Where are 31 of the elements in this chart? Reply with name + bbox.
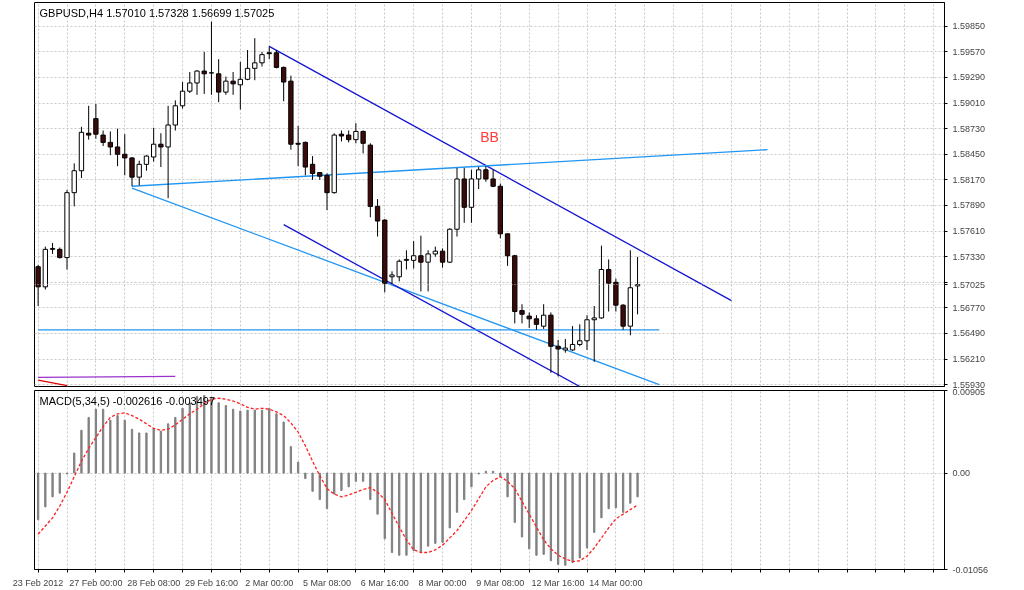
- y-tick-label: 1.56770: [952, 302, 986, 313]
- y-tick-label: 0.00: [952, 468, 971, 479]
- x-tick-label: 8 Mar 00:00: [418, 577, 467, 588]
- y-tick-label: 1.59010: [952, 98, 986, 109]
- y-tick-label: 1.56490: [952, 328, 986, 339]
- x-tick-label: 28 Feb 08:00: [127, 577, 181, 588]
- x-tick-label: 14 Mar 00:00: [589, 577, 643, 588]
- y-tick-label: 1.59850: [952, 21, 986, 32]
- chart-title: MACD(5,34,5) -0.002616 -0.003497: [39, 394, 215, 407]
- x-tick-label: 29 Feb 16:00: [184, 577, 238, 588]
- ref-line-label: 1.57025: [952, 279, 986, 290]
- y-tick-label: 1.59570: [952, 46, 986, 57]
- annotation: BB: [480, 128, 499, 145]
- x-tick-label: 5 Mar 08:00: [302, 577, 352, 588]
- chart-title: GBPUSD,H4 1.57010 1.57328 1.56699 1.57025: [39, 6, 275, 19]
- y-tick-label: 1.57610: [952, 226, 986, 237]
- x-tick-label: 9 Mar 08:00: [476, 577, 525, 588]
- y-tick-label: 1.57330: [952, 251, 986, 262]
- y-tick-label: 1.58170: [952, 174, 986, 185]
- y-tick-label: 1.56210: [952, 354, 986, 365]
- y-tick-label: 1.57890: [952, 200, 986, 211]
- y-tick-label: 1.58450: [952, 149, 986, 160]
- y-tick-label: 1.59290: [952, 72, 986, 83]
- y-tick-label: 1.55930: [952, 379, 986, 390]
- x-tick-label: 6 Mar 16:00: [360, 577, 409, 588]
- y-tick-label: -0.01056: [952, 564, 989, 575]
- x-tick-label: 23 Feb 2012: [12, 577, 64, 588]
- x-tick-label: 27 Feb 00:00: [69, 577, 123, 588]
- y-tick-label: 1.58730: [952, 123, 986, 134]
- x-tick-label: 2 Mar 00:00: [245, 577, 294, 588]
- x-tick-label: 12 Mar 16:00: [531, 577, 585, 588]
